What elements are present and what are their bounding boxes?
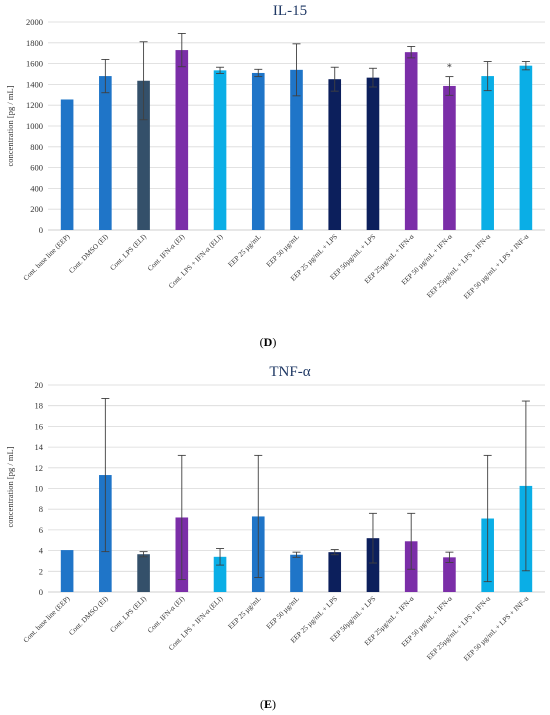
x-tick-label: EEP 25µg/mL + LPS + IFN-α: [425, 595, 492, 662]
x-tick-label: Cont. LPS (ELI): [109, 232, 149, 272]
x-tick-label: Cont. base line (EEP): [22, 594, 72, 644]
x-tick-label: Cont. IFN-α (EI): [146, 232, 187, 273]
bar: [137, 554, 150, 592]
panel-label: (D): [260, 335, 277, 349]
plot-area: 0 200 400 600 800 1000 1200 1400 1600 1800 2000 Con…: [22, 17, 545, 301]
bar: [443, 557, 456, 592]
bar: [251, 72, 265, 231]
bar: [99, 76, 112, 230]
bar: [481, 76, 494, 230]
bar: [290, 554, 303, 592]
y-tick-label: 16: [35, 421, 44, 431]
y-tick-label: 800: [30, 142, 43, 152]
bar: [175, 50, 189, 230]
bar: [60, 550, 74, 592]
bar: [366, 538, 380, 592]
bar: [328, 552, 342, 592]
x-tick-label: Cont. DMSO (EI): [68, 594, 111, 637]
y-tick-label: 18: [35, 401, 44, 411]
panel-label: (E): [260, 697, 276, 711]
chart-title: TNF-α: [269, 364, 310, 380]
y-tick-label: 400: [30, 183, 43, 193]
y-tick-label: 4: [39, 546, 44, 556]
chart-title: IL-15: [273, 3, 307, 19]
x-tick-label: Cont. base line (EEP): [22, 232, 72, 282]
x-tick-label: Cont. DMSO (EI): [68, 232, 111, 275]
x-tick-label: EEP 25 µg/mL: [227, 595, 263, 631]
x-tick-label: Cont. LPS (ELI): [109, 594, 149, 634]
bar: [290, 69, 303, 230]
bar: [60, 99, 74, 230]
x-tick-label: Cont. IFN-α (EI): [146, 594, 187, 635]
y-axis-label: concentration [pg / mL]: [5, 85, 15, 166]
x-tick-label: EEP 50 µg/mL: [265, 595, 301, 631]
y-tick-label: 600: [30, 163, 43, 173]
tnf-alpha-chart: TNF-α concentration [pg / mL] 0 2 4 6 8 10 12 1…: [5, 364, 545, 711]
y-tick-label: 1400: [26, 79, 43, 89]
bar: [404, 52, 418, 230]
y-tick-label: 6: [39, 525, 43, 535]
y-tick-label: 12: [35, 463, 44, 473]
bar: [366, 77, 380, 230]
y-axis-label: concentration [pg / mL]: [5, 446, 15, 527]
x-tick-label: EEP 50 µg/mL + LPS + INF-α: [462, 233, 530, 301]
y-tick-label: 0: [39, 225, 43, 235]
x-tick-label: EEP 50 µg/mL: [265, 233, 301, 269]
y-tick-label: 14: [35, 442, 44, 452]
y-tick-label: 2: [39, 566, 43, 576]
y-tick-label: 200: [30, 204, 43, 214]
y-tick-label: 1200: [26, 100, 43, 110]
y-tick-label: 10: [35, 484, 44, 494]
y-tick-label: 0: [39, 587, 43, 597]
bar: [443, 85, 456, 231]
x-tick-label: EEP 25µg/mL + LPS + IFN-α: [425, 233, 492, 300]
il15-chart: IL-15 concentration [pg / mL] 0 200 400 600…: [5, 3, 545, 349]
bar: [328, 79, 342, 230]
bar: [213, 556, 227, 592]
y-tick-label: 1000: [26, 121, 43, 131]
bar: [519, 65, 533, 231]
y-tick-label: 1800: [26, 38, 43, 48]
y-tick-label: 2000: [26, 17, 43, 27]
y-tick-label: 8: [39, 504, 43, 514]
y-tick-label: 1600: [26, 59, 43, 69]
y-tick-label: 20: [35, 380, 44, 390]
bar: [137, 80, 150, 230]
x-tick-label: EEP 50 µg/mL + LPS + INF-α: [462, 595, 530, 663]
bar: [213, 70, 227, 230]
significance-marker: *: [447, 63, 452, 74]
x-tick-label: EEP 25 µg/mL: [227, 233, 263, 269]
